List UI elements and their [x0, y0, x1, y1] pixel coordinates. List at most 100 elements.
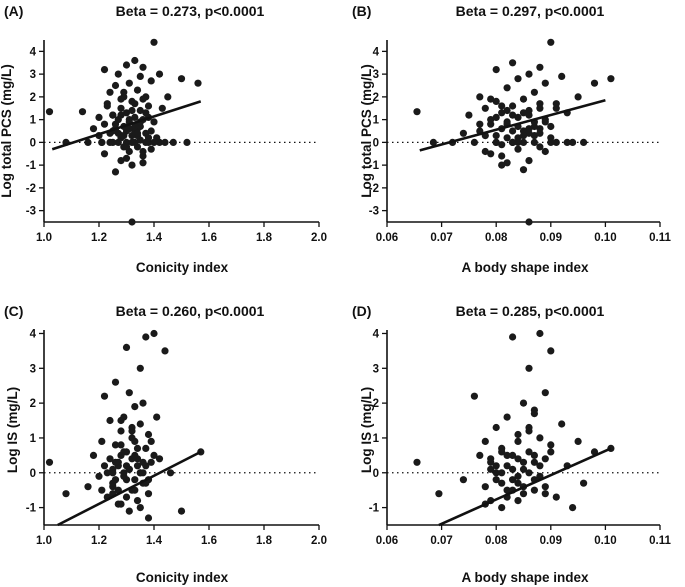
scatter-point — [161, 347, 169, 355]
scatter-point — [128, 161, 136, 169]
scatter-point — [508, 127, 517, 135]
scatter-point — [139, 159, 147, 167]
scatter-point — [100, 66, 109, 74]
scatter-point — [120, 132, 128, 140]
scatter-point — [470, 138, 478, 146]
x-tick-label: 1.0 — [36, 535, 52, 547]
y-tick-label: 2 — [373, 92, 379, 104]
regression-line — [438, 447, 612, 527]
scatter-point — [514, 472, 522, 480]
scatter-point — [125, 79, 133, 87]
scatter-point — [100, 462, 109, 470]
scatter-point — [541, 118, 549, 126]
y-tick-label: -1 — [26, 160, 37, 172]
scatter-point — [514, 113, 522, 121]
scatter-point — [492, 423, 500, 432]
scatter-point — [109, 483, 117, 491]
scatter-point — [136, 504, 144, 512]
scatter-point — [194, 79, 202, 87]
scatter-point — [547, 347, 555, 355]
y-tick-label: -1 — [369, 160, 380, 172]
scatter-point — [547, 134, 555, 142]
panel-b: (B) Beta = 0.297, p<0.0001 Log total PCS… — [352, 3, 671, 275]
scatter-point — [150, 38, 158, 46]
scatter-point — [133, 86, 142, 94]
scatter-point — [519, 166, 528, 174]
scatter-point — [525, 129, 533, 137]
scatter-point — [536, 434, 544, 442]
scatter-point — [580, 138, 588, 146]
scatter-point — [541, 483, 549, 491]
scatter-point — [558, 420, 566, 428]
x-axis-title: Conicity index — [136, 570, 229, 585]
scatter-point — [147, 458, 155, 466]
x-tick-label: 0.11 — [649, 232, 671, 244]
scatter-point — [136, 72, 144, 80]
scatter-point — [122, 109, 131, 117]
scatter-point — [498, 109, 506, 117]
scatter-point — [487, 465, 495, 473]
y-tick-label: -1 — [26, 503, 37, 515]
scatter-point — [413, 108, 421, 116]
scatter-point — [150, 138, 158, 146]
scatter-point — [536, 104, 544, 112]
scatter-point — [98, 486, 106, 494]
scatter-point — [508, 451, 517, 459]
chart-title: Beta = 0.297, p<0.0001 — [456, 3, 605, 19]
y-axis-title: Log IS (mg/L) — [5, 387, 20, 473]
scatter-point — [120, 448, 128, 456]
scatter-point — [128, 218, 136, 226]
y-tick-label: 1 — [373, 433, 380, 445]
scatter-point — [514, 497, 522, 505]
scatter-point — [519, 399, 528, 407]
scatter-point — [150, 329, 158, 338]
scatter-point — [541, 490, 549, 498]
scatter-point — [487, 120, 495, 128]
scatter-point — [131, 56, 139, 65]
scatter-point — [106, 88, 114, 96]
y-tick-label: -2 — [369, 183, 379, 195]
y-tick-label: -1 — [369, 503, 380, 515]
scatter-point — [514, 75, 522, 83]
y-tick-label: -3 — [26, 206, 36, 218]
x-tick-label: 1.8 — [256, 535, 273, 547]
scatter-point — [100, 392, 109, 400]
scatter-point — [111, 441, 120, 449]
y-axis-title: Log IS (mg/L) — [359, 387, 374, 473]
scatter-point — [530, 410, 539, 418]
scatter-point — [111, 168, 120, 176]
scatter-point — [508, 59, 517, 67]
x-tick-label: 0.06 — [376, 232, 398, 244]
scatter-point — [133, 462, 142, 470]
scatter-point — [525, 157, 533, 165]
scatter-point — [155, 138, 164, 146]
scatter-point — [131, 122, 139, 131]
scatter-point — [117, 95, 125, 103]
scatter-point — [508, 465, 517, 473]
scatter-point — [481, 147, 489, 156]
scatter-point — [514, 145, 522, 153]
x-axis-title: Conicity index — [136, 260, 229, 275]
scatter-point — [503, 413, 511, 421]
scatter-point — [131, 138, 139, 146]
scatter-point — [514, 437, 522, 445]
x-tick-label: 0.11 — [649, 535, 671, 547]
scatter-point — [481, 483, 489, 491]
scatter-point — [541, 389, 549, 397]
scatter-point — [525, 70, 533, 78]
scatter-point — [508, 111, 517, 119]
scatter-point — [120, 88, 128, 96]
y-tick-label: 4 — [373, 328, 380, 340]
scatter-point — [541, 455, 549, 463]
scatter-point — [492, 462, 500, 470]
scatter-point — [547, 448, 555, 456]
scatter-point — [508, 333, 517, 341]
scatter-point — [498, 161, 506, 169]
scatter-point — [103, 102, 111, 110]
scatter-point — [492, 138, 500, 146]
x-tick-label: 2.0 — [311, 535, 327, 547]
panel-label: (A) — [4, 3, 23, 19]
scatter-point — [476, 93, 484, 101]
scatter-point — [147, 77, 155, 85]
scatter-point — [503, 134, 511, 142]
